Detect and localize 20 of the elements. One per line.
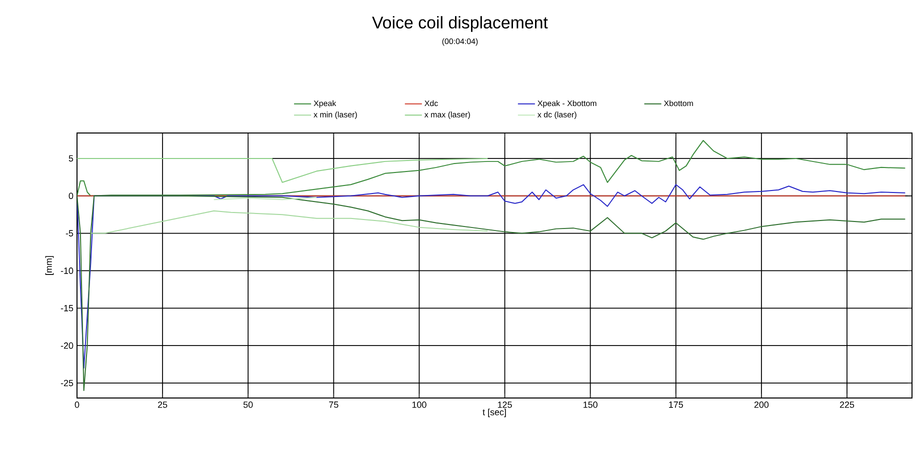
x-tick-label: 50 [243, 402, 253, 408]
x-axis-title: t [sec] [482, 408, 506, 418]
y-tick-label: -25 [60, 380, 74, 386]
x-tick-label: 100 [412, 402, 426, 408]
y-axis-title: [mm] [45, 256, 54, 275]
x-tick-label: 125 [498, 402, 512, 408]
y-tick-label: -20 [60, 342, 74, 349]
x-tick-label: 150 [584, 402, 598, 408]
x-tick-label: 25 [158, 402, 168, 408]
chart-title: Voice coil displacement [372, 16, 548, 32]
y-tick-label: -10 [60, 268, 74, 274]
x-tick-label: 75 [329, 402, 338, 408]
y-tick-label: -15 [60, 305, 74, 312]
x-tick-label: 0 [74, 402, 80, 408]
y-tick-label: 5 [68, 155, 74, 162]
y-tick-label: -5 [66, 230, 74, 236]
y-tick-label: 0 [68, 192, 74, 200]
x-tick-label: 200 [754, 402, 769, 408]
x-tick-label: 225 [840, 402, 854, 408]
x-tick-label: 175 [669, 402, 683, 408]
